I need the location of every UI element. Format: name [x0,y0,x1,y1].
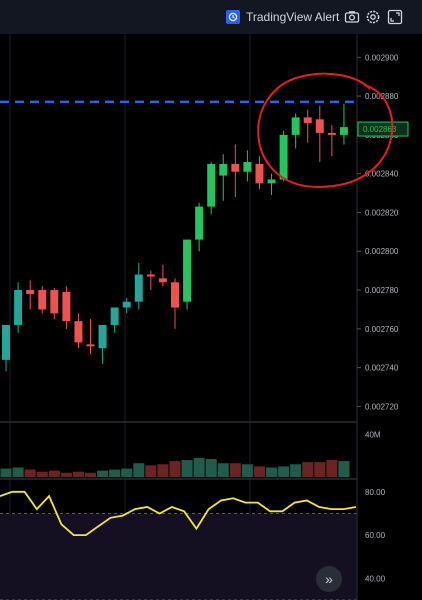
alert-clock-icon [226,10,240,24]
candle-body [74,321,83,343]
settings-icon[interactable] [365,9,381,25]
volume-bar [253,466,265,477]
candle-body [146,274,155,277]
volume-axis-label: 40M [365,431,381,440]
candle-body [231,163,240,172]
volume-bar [290,464,302,477]
candle-body [267,179,276,184]
last-price-label-box [357,121,409,137]
volume-bar [60,472,72,477]
rsi-band-fill [0,513,357,600]
candle-body [291,117,300,135]
candle-body [110,307,119,325]
chart-area[interactable]: 0.0029000.0028800.0028600.0028400.002820… [0,34,422,600]
volume-bar [0,468,12,477]
price-axis-tick-label: 0.002740 [365,364,399,373]
volume-bars [0,457,350,477]
price-axis-tick-label: 0.002820 [365,208,399,217]
alert-label: TradingView Alert [246,10,340,24]
volume-bar [12,467,24,477]
candle-body [50,290,59,314]
rsi-panel [0,490,357,600]
volume-bar [265,467,278,477]
grid-lines [9,34,251,600]
chart-toolbar: TradingView Alert [0,0,422,35]
volume-bar [36,471,48,477]
volume-bar [133,463,145,477]
rsi-axis-label: 80.00 [365,488,386,497]
volume-bar [205,458,217,477]
candle-body [2,324,11,360]
candle-body [134,274,143,302]
volume-bar [302,462,314,477]
price-axis: 0.0029000.0028800.0028600.0028400.002820… [356,34,422,600]
volume-bar [121,468,133,477]
candle-body [303,117,312,124]
rsi-axis-label: 40.00 [365,574,386,583]
candle-body [122,301,131,308]
volume-bar [241,464,253,477]
volume-bar [314,462,326,477]
candle-body [315,119,324,133]
tradingview-alert-button[interactable]: TradingView Alert [226,8,339,26]
candle-body [207,163,216,207]
price-axis-tick-label: 0.002720 [365,402,399,411]
price-axis-tick-label: 0.002840 [365,170,399,179]
volume-bar [326,460,338,477]
candle-body [339,127,348,135]
volume-bar [84,472,97,477]
panel-dividers [0,421,412,480]
candle-body [26,290,35,294]
candle-body [86,344,95,347]
price-axis-background [357,34,422,600]
fullscreen-icon[interactable] [387,9,403,25]
volume-bar [338,461,350,477]
volume-bar [169,461,181,477]
volume-bar [217,463,229,477]
volume-bar [193,457,205,477]
candle-body [243,162,252,172]
price-axis-tick-label: 0.002800 [365,247,399,256]
volume-bar [72,471,84,477]
rsi-axis-label: 60.00 [365,531,386,540]
scroll-to-realtime-button[interactable]: » [316,566,342,592]
candle-body [183,239,192,302]
last-price-label: 0.002863 [363,125,397,134]
candle-body [279,134,288,180]
candle-body [98,324,107,349]
candle-body [327,132,336,135]
annotation-group [257,72,394,188]
candles [2,103,348,372]
volume-bar [157,464,169,477]
volume-bar [97,470,109,477]
double-chevron-right-icon: » [325,571,333,587]
candle-body [195,206,204,240]
camera-icon[interactable] [344,9,360,25]
volume-bar [109,469,121,477]
candle-body [14,290,23,325]
volume-bar [145,465,157,477]
volume-bar [24,469,36,477]
candle-body [255,163,264,184]
volume-bar [181,460,193,477]
price-axis-tick-label: 0.002900 [365,53,399,62]
volume-bar [278,466,290,477]
hand-drawn-circle-annotation [257,72,394,188]
candle-body [158,278,167,283]
candle-body [62,291,71,322]
rsi-line [0,490,357,537]
price-axis-tick-label: 0.002780 [365,286,399,295]
candle-body [171,282,179,308]
candle-body [38,290,47,310]
price-axis-tick-label: 0.002760 [365,325,399,334]
volume-bar [229,463,241,477]
volume-bar [48,470,60,477]
candle-body [219,163,228,176]
